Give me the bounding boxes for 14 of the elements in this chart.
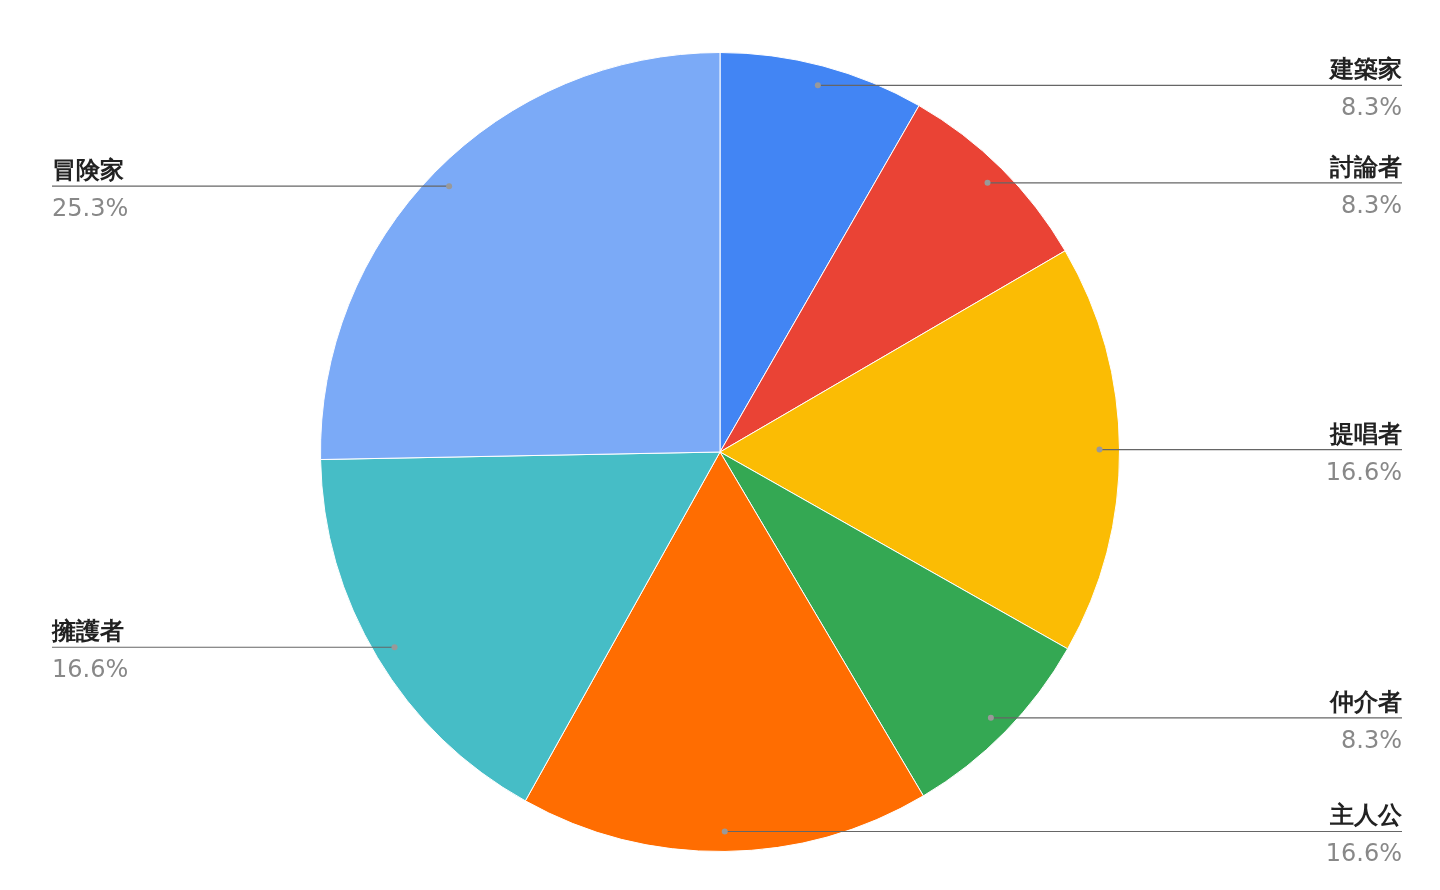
slice-label: 提唱者: [1329, 419, 1402, 448]
slice-label: 仲介者: [1329, 687, 1402, 716]
data-label: 8.3%: [1341, 190, 1402, 219]
data-label: 8.3%: [1341, 93, 1402, 122]
data-label: 25.3%: [52, 194, 129, 223]
slice-label: 討論者: [1329, 152, 1402, 181]
slice-label: 主人公: [1329, 801, 1403, 830]
data-label: 16.6%: [52, 655, 129, 684]
data-label: 16.6%: [1325, 457, 1402, 486]
data-label: 16.6%: [1325, 839, 1402, 868]
data-label: 8.3%: [1341, 725, 1402, 754]
slice-label: 建築家: [1328, 55, 1402, 84]
slice-label: 冒険家: [52, 156, 124, 185]
slice-label: 擁護者: [51, 617, 124, 646]
